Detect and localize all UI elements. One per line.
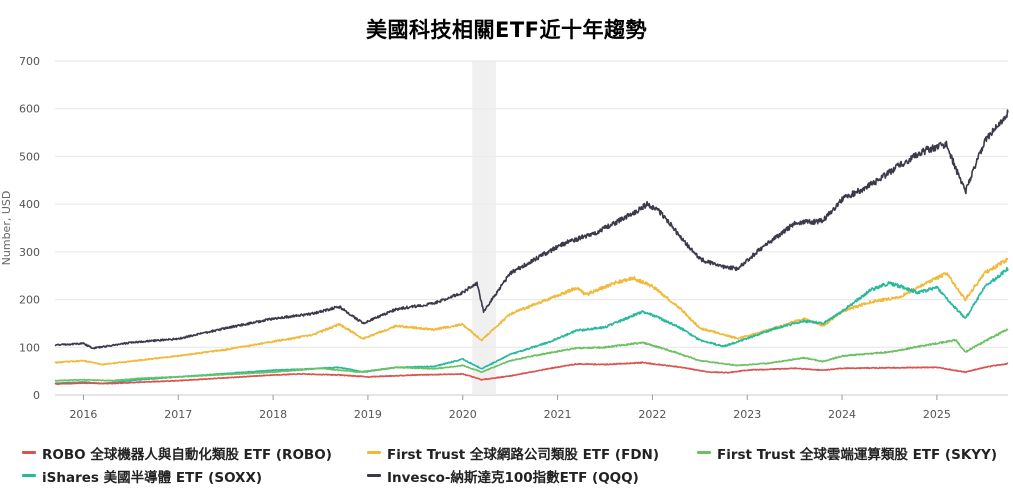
grid-lines <box>55 60 1008 396</box>
x-tick-label: 2018 <box>259 408 287 421</box>
x-tick-label: 2025 <box>923 408 951 421</box>
x-tick-label: 2017 <box>164 408 192 421</box>
x-tick-label: 2019 <box>354 408 382 421</box>
series-line-skyy <box>54 328 1009 382</box>
y-tick-label: 600 <box>19 103 40 116</box>
legend-label-qqq: Invesco-納斯達克100指數ETF (QQQ) <box>387 469 639 486</box>
x-tick-label: 2021 <box>544 408 572 421</box>
legend-swatch-fdn <box>367 451 381 454</box>
chart-title: 美國科技相關ETF近十年趨勢 <box>365 18 647 42</box>
x-axis-ticks: 2016 2017 2018 2019 2020 2021 2022 2023 2024 2025 <box>69 395 951 421</box>
series-line-qqq <box>54 109 1009 350</box>
y-tick-label: 700 <box>19 55 40 68</box>
legend-swatch-robo <box>22 451 36 454</box>
y-axis-ticks: 0 100 200 300 400 500 600 700 <box>19 55 40 402</box>
y-tick-label: 200 <box>19 294 40 307</box>
y-tick-label: 400 <box>19 198 40 211</box>
x-tick-label: 2022 <box>638 408 666 421</box>
series-line-fdn <box>54 257 1009 366</box>
legend-item-robo[interactable]: ROBO 全球機器人與自動化類股 ETF (ROBO) <box>22 443 367 463</box>
shaded-region <box>472 61 496 395</box>
legend-label-fdn: First Trust 全球網路公司類股 ETF (FDN) <box>387 446 659 463</box>
shaded-region-band <box>472 61 496 395</box>
y-tick-label: 100 <box>19 341 40 354</box>
y-tick-label: 300 <box>19 246 40 259</box>
legend-label-soxx: iShares 美國半導體 ETF (SOXX) <box>42 469 263 486</box>
y-tick-label: 0 <box>33 389 40 402</box>
series-lines <box>54 109 1009 386</box>
legend-item-qqq[interactable]: Invesco-納斯達克100指數ETF (QQQ) <box>367 466 639 486</box>
legend-row-1: ROBO 全球機器人與自動化類股 ETF (ROBO) First Trust … <box>22 441 1002 464</box>
legend-swatch-soxx <box>22 474 36 477</box>
legend-item-skyy[interactable]: First Trust 全球雲端運算類股 ETF (SKYY) <box>697 443 997 463</box>
x-tick-label: 2016 <box>69 408 97 421</box>
legend-swatch-skyy <box>697 451 711 454</box>
x-tick-label: 2020 <box>449 408 477 421</box>
y-tick-label: 500 <box>19 150 40 163</box>
legend-swatch-qqq <box>367 474 381 477</box>
legend-label-skyy: First Trust 全球雲端運算類股 ETF (SKYY) <box>717 446 998 463</box>
legend-item-soxx[interactable]: iShares 美國半導體 ETF (SOXX) <box>22 466 367 486</box>
y-axis-label: Number, USD <box>0 191 13 266</box>
x-tick-label: 2024 <box>828 408 856 421</box>
x-tick-label: 2023 <box>733 408 761 421</box>
series-line-robo <box>54 361 1009 386</box>
legend: ROBO 全球機器人與自動化類股 ETF (ROBO) First Trust … <box>22 441 1002 487</box>
series-line-soxx <box>54 266 1009 385</box>
legend-item-fdn[interactable]: First Trust 全球網路公司類股 ETF (FDN) <box>367 443 697 463</box>
legend-label-robo: ROBO 全球機器人與自動化類股 ETF (ROBO) <box>42 446 332 463</box>
legend-row-2: iShares 美國半導體 ETF (SOXX) Invesco-納斯達克100… <box>22 464 1002 487</box>
